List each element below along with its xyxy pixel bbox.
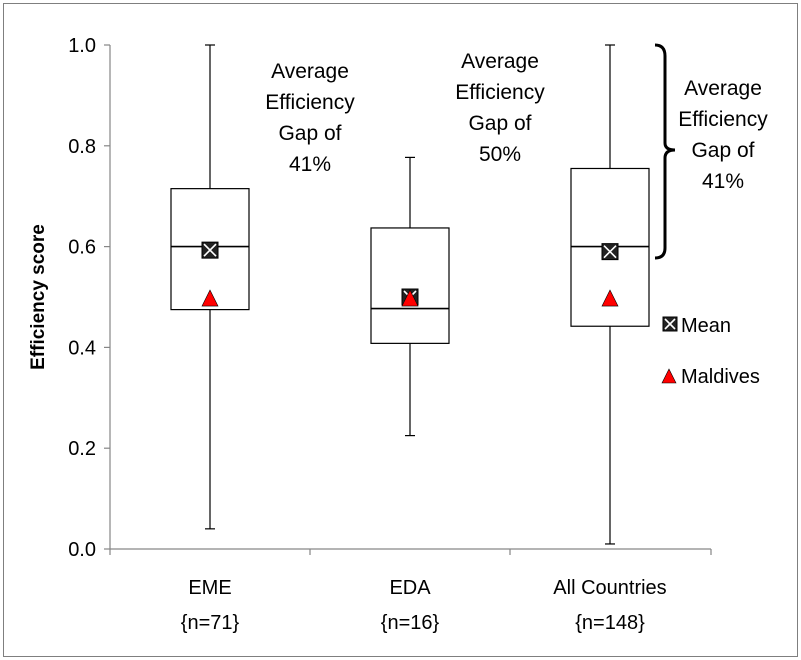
mean-marker <box>601 243 619 261</box>
annotation-line: 41% <box>702 170 744 193</box>
maldives-marker <box>401 289 419 307</box>
y-tick-label: 0.4 <box>68 337 96 359</box>
legend-item-maldives: Maldives <box>661 366 760 388</box>
y-tick-label: 0.0 <box>68 539 96 561</box>
axes <box>109 45 711 550</box>
gap-bracket <box>654 43 676 260</box>
legend-label-mean: Mean <box>681 315 731 337</box>
annotation-line: 50% <box>479 143 521 166</box>
y-tick-label: 0.6 <box>68 237 96 259</box>
iqr-box <box>370 227 450 344</box>
box-eda <box>370 156 450 437</box>
box-series <box>170 44 650 545</box>
y-tick-label: 0.8 <box>68 136 96 158</box>
x-tick-sample-size: {n=71} <box>181 612 240 634</box>
x-tick-label: EME <box>188 577 231 599</box>
legend: Mean Maldives <box>661 315 760 388</box>
legend-item-mean: Mean <box>662 315 731 337</box>
x-tick-label: All Countries <box>553 577 666 599</box>
maldives-marker <box>601 289 619 307</box>
gap-annotation: Average Efficiency Gap of 41% <box>265 60 355 176</box>
x-tick-sample-size: {n=148} <box>575 612 645 634</box>
annotation-line: Average <box>271 60 349 83</box>
gap-annotations: Average Efficiency Gap of 41% Average Efficie… <box>265 50 768 193</box>
annotation-line: Gap of <box>468 112 531 135</box>
legend-label-maldives: Maldives <box>681 366 760 388</box>
annotation-line: Efficiency <box>455 81 545 104</box>
mean-marker <box>201 241 219 259</box>
annotation-line: Average <box>684 77 762 100</box>
x-tick-labels: EME {n=71} EDA {n=16} All Countries {n=148} <box>109 549 712 634</box>
annotation-line: Efficiency <box>265 91 355 114</box>
x-tick-sample-size: {n=16} <box>381 612 440 634</box>
gap-annotation: Average Efficiency Gap of 50% <box>455 50 545 166</box>
annotation-line: Average <box>461 50 539 73</box>
annotation-line: Gap of <box>691 139 754 162</box>
y-axis-label: Efficiency score <box>28 224 49 370</box>
annotation-line: 41% <box>289 153 331 176</box>
y-tick-label: 0.2 <box>68 438 96 460</box>
y-tick-label: 1.0 <box>68 35 96 57</box>
y-ticks: 0.0 0.2 0.4 0.6 0.8 1.0 <box>68 35 110 561</box>
annotation-line: Efficiency <box>678 108 768 131</box>
box-all-countries <box>570 44 650 545</box>
maldives-marker <box>201 289 219 307</box>
annotation-line: Gap of <box>278 122 341 145</box>
gap-annotation: Average Efficiency Gap of 41% <box>678 77 768 193</box>
box-eme <box>170 44 250 530</box>
x-tick-label: EDA <box>389 577 431 599</box>
